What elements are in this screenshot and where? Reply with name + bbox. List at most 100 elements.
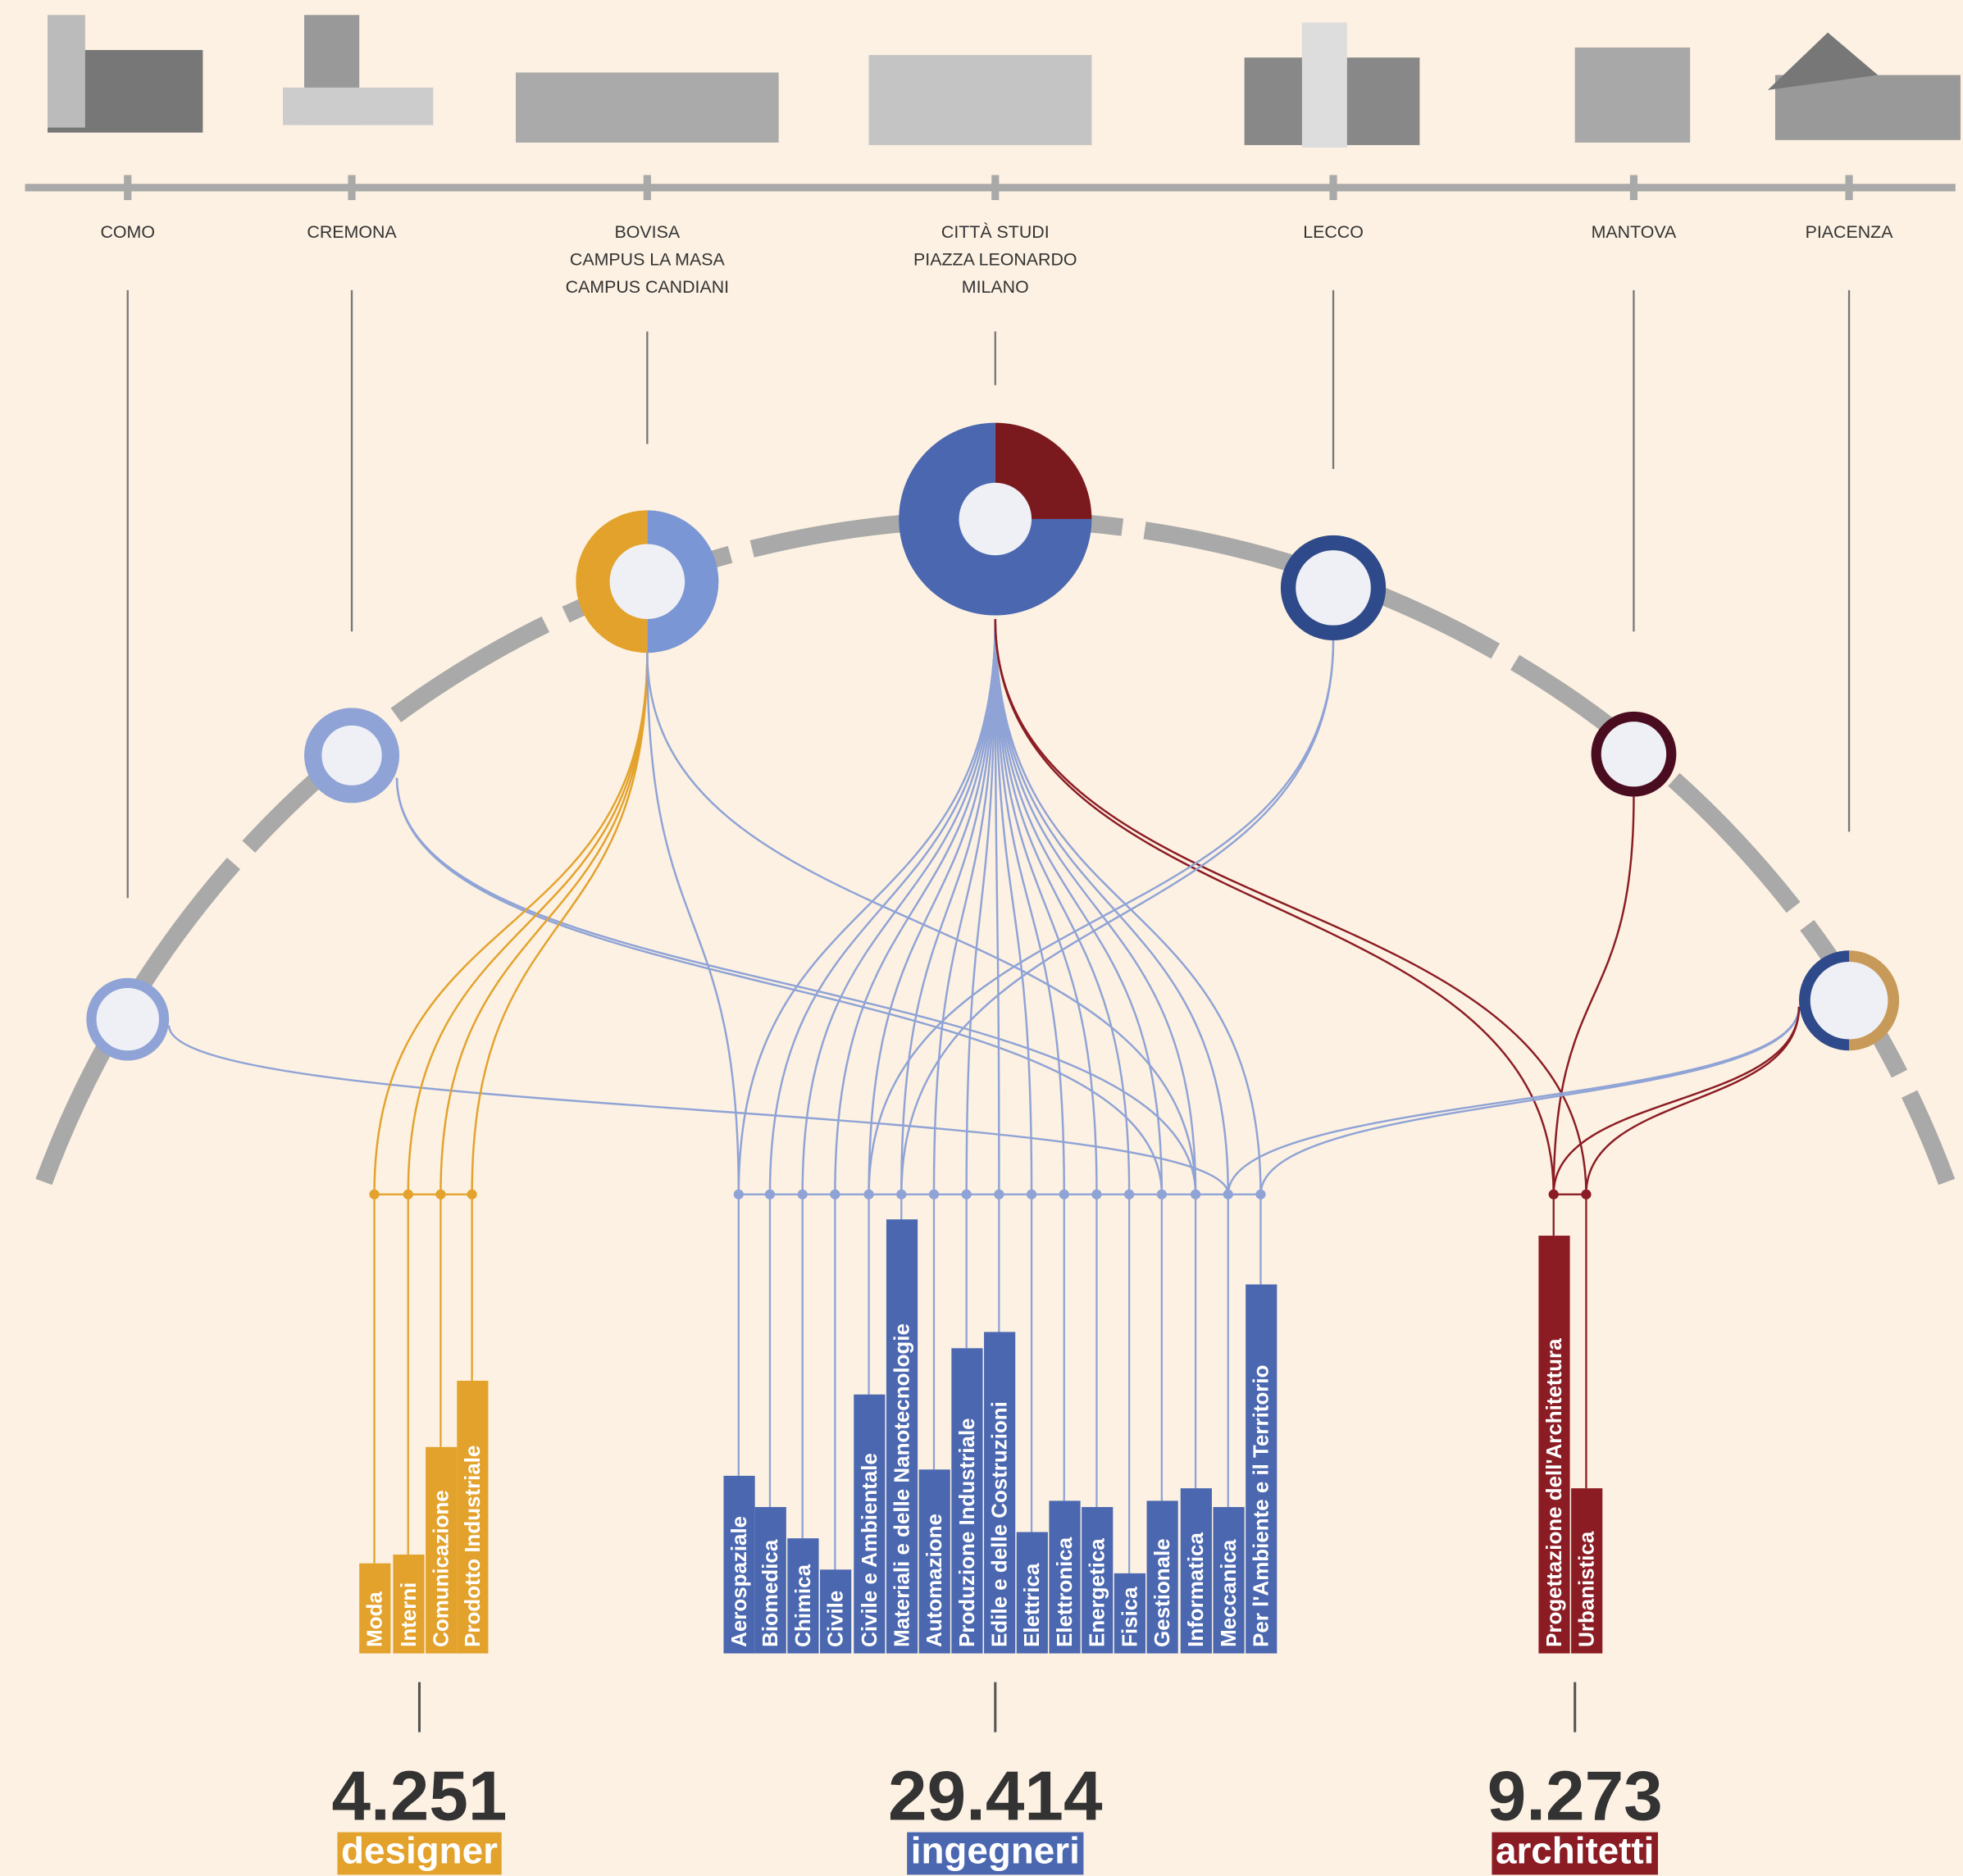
campus-label: COMO (100, 222, 154, 242)
campus-label: CAMPUS LA MASA (570, 249, 726, 269)
link (994, 619, 1229, 1195)
building-piacenza-roof (1767, 32, 1879, 90)
course-bar (359, 1563, 391, 1654)
campus-label: CAMPUS CANDIANI (566, 277, 729, 297)
course-label: Chimica (792, 1564, 815, 1646)
campus-hole (609, 544, 685, 620)
link (868, 640, 1335, 1195)
course-label: Informatica (1185, 1532, 1208, 1647)
labels: COMO CREMONA BOVISA CAMPUS LA MASA CAMPUS CA… (100, 175, 1893, 1875)
course-label: Progettazione dell'Architettura (1543, 1338, 1566, 1647)
link (994, 619, 1131, 1195)
course-label: Gestionale (1151, 1538, 1174, 1647)
course-bar (1571, 1488, 1603, 1654)
course-bar (754, 1507, 786, 1654)
link (801, 619, 997, 1195)
course-label: Meccanica (1218, 1539, 1241, 1647)
link (900, 619, 997, 1195)
campus-label: PIACENZA (1806, 222, 1894, 242)
course-label: Civile (825, 1591, 848, 1647)
course-label: Biomedica (759, 1539, 782, 1647)
building-bovisa (516, 72, 779, 143)
course-label: Interni (398, 1582, 421, 1647)
campus-label: CREMONA (307, 222, 397, 242)
course-label: Per l'Ambiente e il Territorio (1250, 1365, 1273, 1647)
building-piacenza (1774, 75, 1961, 140)
course-bar (1213, 1507, 1245, 1654)
building-icons (48, 15, 1961, 148)
course-bar (1246, 1284, 1278, 1654)
school-box (337, 1832, 502, 1875)
course-bar (723, 1475, 755, 1654)
campus-circle (86, 977, 170, 1061)
course-bar (984, 1332, 1016, 1654)
course-bar (1538, 1236, 1570, 1654)
campus-circle (1280, 535, 1387, 640)
school-name: architetti (1496, 1830, 1654, 1872)
link (994, 619, 1000, 1195)
course-label: Civile e Ambientale (859, 1453, 881, 1647)
link (994, 619, 1164, 1195)
campus-label: MILANO (962, 277, 1029, 297)
course-bar (1146, 1500, 1178, 1654)
building-cremona-base (283, 87, 434, 125)
course-bar (1082, 1507, 1114, 1654)
course-bar (886, 1219, 918, 1654)
link (932, 619, 997, 1195)
course-bar (1114, 1573, 1146, 1654)
links (167, 619, 1801, 1195)
campus-label: BOVISA (615, 222, 681, 242)
link (994, 619, 1262, 1195)
school-name: ingegneri (911, 1830, 1080, 1872)
course-label: Energetica (1086, 1538, 1109, 1647)
school-box (1492, 1832, 1658, 1875)
course-label: Urbanistica (1576, 1531, 1599, 1647)
course-bar (820, 1569, 852, 1654)
link (407, 653, 649, 1195)
link (834, 619, 997, 1195)
course-label: Prodotto Industriale (462, 1446, 485, 1647)
link (471, 653, 649, 1195)
course-label: Materiali e delle Nanotecnologie (890, 1323, 913, 1647)
course-label: Aerospaziale (728, 1516, 751, 1647)
course-label: Edile e delle Costruzioni (989, 1401, 1012, 1647)
school-box (907, 1832, 1084, 1875)
link (646, 653, 1197, 1195)
campus-nodes (86, 422, 1900, 1061)
link (440, 653, 649, 1195)
link (1552, 796, 1635, 1195)
campus-label: LECCO (1303, 222, 1364, 242)
campus-label: CITTÀ STUDI (941, 221, 1050, 242)
link (868, 619, 997, 1195)
link (994, 619, 1065, 1195)
link (373, 653, 649, 1195)
course-bar (1016, 1532, 1048, 1654)
course-label: Automazione (923, 1514, 946, 1647)
link (646, 653, 740, 1195)
link (994, 619, 1098, 1195)
link (994, 619, 1555, 1195)
link (965, 619, 997, 1195)
campus-hole (959, 482, 1032, 556)
campus-label: PIAZZA LEONARDO (913, 249, 1077, 269)
link (395, 777, 1164, 1195)
building-mantova (1574, 47, 1691, 143)
course-label: Elettrica (1021, 1563, 1044, 1647)
course-label: Moda (364, 1591, 387, 1647)
link (994, 619, 1587, 1195)
course-bar (457, 1380, 489, 1654)
campus-label: MANTOVA (1592, 222, 1677, 242)
course-label: Elettronica (1054, 1537, 1077, 1647)
link (768, 619, 997, 1195)
link (1259, 1006, 1801, 1195)
link (1585, 1006, 1801, 1195)
link (994, 619, 1033, 1195)
link (1552, 1006, 1801, 1195)
link (737, 619, 997, 1195)
total: 4.251 (332, 1757, 508, 1835)
total: 29.414 (888, 1757, 1103, 1835)
campus-circle (1591, 711, 1677, 797)
school-name: designer (341, 1830, 498, 1872)
link (994, 619, 1197, 1195)
